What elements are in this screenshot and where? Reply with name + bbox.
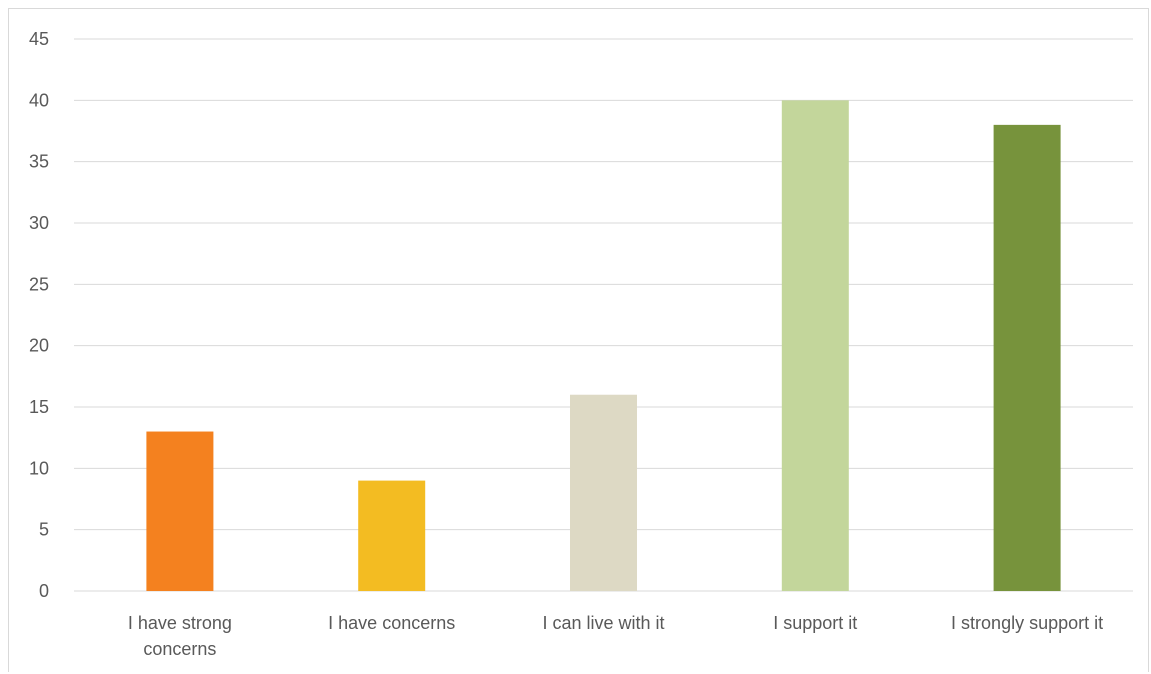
x-tick-label: I strongly support it xyxy=(951,613,1103,633)
y-tick-label: 10 xyxy=(29,458,49,478)
x-tick-label: I have strong xyxy=(128,613,232,633)
y-tick-label: 45 xyxy=(29,29,49,49)
y-tick-label: 5 xyxy=(39,520,49,540)
y-tick-label: 20 xyxy=(29,336,49,356)
y-tick-label: 0 xyxy=(39,581,49,601)
y-tick-label: 25 xyxy=(29,274,49,294)
y-tick-label: 15 xyxy=(29,397,49,417)
bar xyxy=(358,480,426,591)
y-tick-label: 35 xyxy=(29,152,49,172)
y-axis-ticks: 0 5 10 15 20 25 30 35 40 45 xyxy=(29,29,49,601)
bars xyxy=(146,100,1061,591)
x-tick-label: I support it xyxy=(773,613,857,633)
x-axis-categories: I have strong concerns I have concerns I ca… xyxy=(128,613,1103,659)
x-tick-label: concerns xyxy=(143,639,216,659)
x-tick-label: I have concerns xyxy=(328,613,455,633)
gridlines xyxy=(74,38,1133,592)
chart-frame xyxy=(8,8,1149,672)
y-tick-label: 30 xyxy=(29,213,49,233)
bar xyxy=(993,124,1061,591)
bar xyxy=(146,431,214,591)
bar xyxy=(781,100,849,591)
y-tick-label: 40 xyxy=(29,90,49,110)
bar xyxy=(570,394,637,591)
x-tick-label: I can live with it xyxy=(542,613,664,633)
